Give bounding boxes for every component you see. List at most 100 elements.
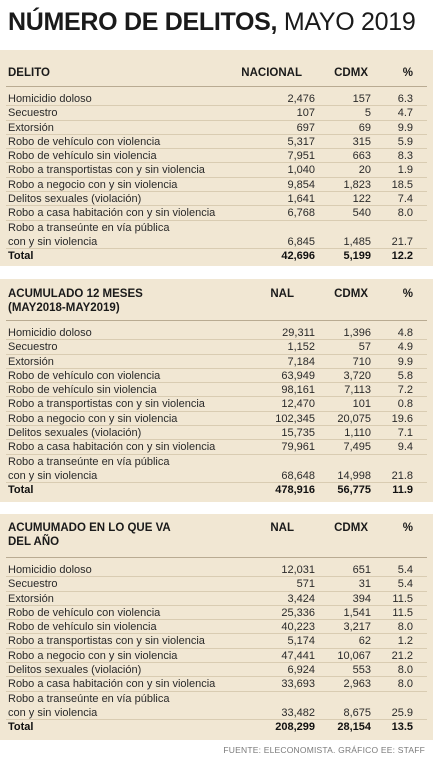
table-row: Secuestro 571 31 5.4 <box>0 577 433 592</box>
cdmx-value: 1,110 <box>344 427 371 440</box>
cdmx-value: 1,541 <box>343 606 371 619</box>
pct-value: 11.5 <box>392 592 413 605</box>
national-value: 3,424 <box>287 592 315 605</box>
pct-value: 4.7 <box>397 107 413 120</box>
row-label: Total <box>8 250 34 263</box>
title-bold: NÚMERO DE DELITOS, <box>8 8 278 36</box>
row-label: Total <box>8 721 34 734</box>
national-value: 33,693 <box>281 678 315 691</box>
national-value: 40,223 <box>281 621 315 634</box>
pct-value: 5.8 <box>397 369 413 382</box>
cdmx-value: 7,113 <box>344 384 371 397</box>
table-row: Secuestro 1,152 57 4.9 <box>0 340 433 355</box>
table-row: Robo de vehículo sin violencia 7,951 663 8.… <box>0 149 433 164</box>
pct-value: 7.2 <box>397 384 413 397</box>
row-label: Secuestro <box>8 578 58 591</box>
pct-value: 5.4 <box>397 578 413 591</box>
row-label: Homicidio doloso <box>8 327 92 339</box>
row-label: Extorsión <box>8 121 54 134</box>
cdmx-value: 14,998 <box>337 469 371 482</box>
table-body: Homicidio doloso 2,476 157 6.3 Secuestro 107 5… <box>0 92 433 264</box>
row-divider <box>6 576 427 578</box>
cdmx-value: 101 <box>352 398 371 411</box>
cdmx-value: 69 <box>358 121 371 134</box>
pct-value: 8.3 <box>397 150 413 163</box>
pct-value: 0.8 <box>397 398 413 411</box>
table-row: Robo a transeúnte en vía pública con y s… <box>0 221 433 250</box>
table-row: Delitos sexuales (violación) 15,735 1,110 7… <box>0 426 433 441</box>
national-value: 25,336 <box>281 606 315 619</box>
table-row: Delitos sexuales (violación) 1,641 122 7.4 <box>0 192 433 207</box>
cdmx-value: 5,199 <box>343 250 371 263</box>
table-row: Robo de vehículo con violencia 63,949 3,72… <box>0 369 433 384</box>
title-light: MAYO 2019 <box>277 8 416 36</box>
row-label: Robo de vehículo sin violencia <box>8 621 157 634</box>
row-label: Robo de vehículo sin violencia <box>8 384 157 397</box>
section-label-line: DELITO <box>8 67 50 79</box>
cdmx-value: 710 <box>352 355 371 368</box>
pct-value: 8.0 <box>397 664 413 677</box>
cdmx-value: 315 <box>352 135 371 148</box>
table-row: Robo a negocio con y sin violencia 47,441… <box>0 649 433 664</box>
cdmx-value: 62 <box>358 635 371 648</box>
table-row: Robo de vehículo con violencia 5,317 315 5.… <box>0 135 433 150</box>
row-label: Robo a transeúnte en vía pública con y s… <box>8 692 170 719</box>
cdmx-value: 3,217 <box>343 621 371 634</box>
row-divider <box>6 105 427 107</box>
header-divider <box>6 86 427 87</box>
col-header-pct: % <box>402 522 413 534</box>
row-divider <box>6 191 427 193</box>
cdmx-value: 122 <box>352 193 371 206</box>
header-divider <box>6 557 427 558</box>
col-header-national: NAL <box>270 522 294 534</box>
row-label: Total <box>8 484 34 497</box>
table-body: Homicidio doloso 12,031 651 5.4 Secuestro 571… <box>0 563 433 735</box>
national-value: 571 <box>296 578 315 591</box>
table-row: Extorsión 7,184 710 9.9 <box>0 355 433 369</box>
national-value: 1,641 <box>287 193 315 206</box>
col-header-pct: % <box>402 67 413 79</box>
national-value: 63,949 <box>281 369 315 382</box>
table-row: Robo a negocio con y sin violencia 102,34… <box>0 412 433 427</box>
row-label: Extorsión <box>8 355 54 368</box>
total-row: Total 478,916 56,775 11.9 <box>0 483 433 497</box>
source-credit: FUENTE: ELECONOMISTA. GRÁFICO EE: STAFF <box>223 745 425 755</box>
row-label: Homicidio doloso <box>8 93 92 105</box>
section-label: ACUMUMADO EN LO QUE VA DEL AÑO <box>8 521 171 549</box>
row-divider <box>6 690 427 692</box>
row-divider <box>6 662 427 664</box>
cdmx-value: 394 <box>352 592 371 605</box>
table-row: Robo a transportistas con y sin violenci… <box>0 163 433 178</box>
table-row: Robo a casa habitación con y sin violenc… <box>0 206 433 221</box>
row-divider <box>6 133 427 135</box>
national-value: 12,470 <box>281 398 315 411</box>
national-value: 107 <box>296 107 315 120</box>
row-divider <box>6 162 427 164</box>
national-value: 33,482 <box>281 706 315 719</box>
national-value: 47,441 <box>281 649 315 662</box>
table-row: Homicidio doloso 12,031 651 5.4 <box>0 563 433 578</box>
row-label: Robo a negocio con y sin violencia <box>8 649 178 662</box>
table-body: Homicidio doloso 29,311 1,396 4.8 Secuestro 1… <box>0 326 433 498</box>
row-label: Robo de vehículo con violencia <box>8 606 161 619</box>
row-divider <box>6 219 427 221</box>
row-label: Robo a negocio con y sin violencia <box>8 412 178 425</box>
national-value: 1,152 <box>287 341 315 354</box>
national-value: 102,345 <box>275 412 315 425</box>
national-value: 42,696 <box>281 250 315 263</box>
national-value: 6,924 <box>287 664 315 677</box>
table-row: Robo a casa habitación con y sin violenc… <box>0 440 433 455</box>
cdmx-value: 157 <box>352 93 371 105</box>
row-divider <box>6 339 427 341</box>
pct-value: 8.0 <box>397 207 413 220</box>
row-divider <box>6 176 427 178</box>
row-divider <box>6 619 427 621</box>
table-row: Secuestro 107 5 4.7 <box>0 106 433 121</box>
row-label: Homicidio doloso <box>8 564 92 576</box>
national-value: 79,961 <box>281 441 315 454</box>
national-value: 208,299 <box>275 721 315 734</box>
national-value: 478,916 <box>275 484 315 497</box>
national-value: 15,735 <box>281 427 315 440</box>
row-label: Secuestro <box>8 107 58 120</box>
row-divider <box>6 719 427 721</box>
